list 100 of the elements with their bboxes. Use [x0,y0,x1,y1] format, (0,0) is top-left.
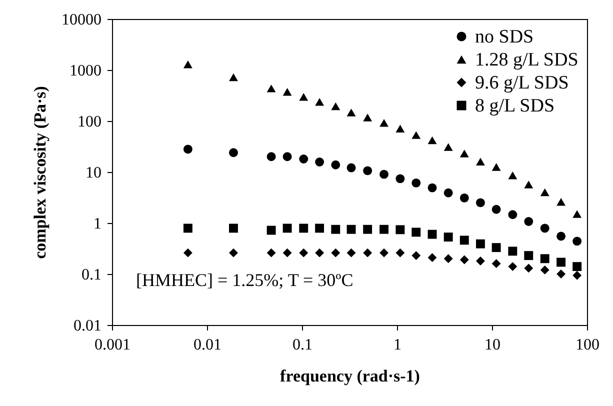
point [282,88,292,96]
point [428,183,437,192]
point [524,251,534,260]
point [315,98,324,106]
point [282,248,292,258]
point [556,270,566,278]
point [460,236,469,245]
point [508,210,518,220]
point [460,255,469,264]
point [540,254,550,264]
point [476,256,485,266]
point [412,131,421,139]
point [396,124,405,132]
point [444,232,453,242]
y-tick-label: 1000 [70,62,102,80]
point [363,224,372,234]
point [331,248,340,258]
point [572,270,582,280]
point [556,258,566,267]
point [508,262,518,272]
point [346,163,356,172]
point [444,188,453,198]
point [331,160,340,170]
point [282,152,292,162]
point [363,114,372,122]
point [572,236,582,246]
point [540,265,550,274]
x-tick-label: 10 [484,336,500,354]
x-tick-label: 0.01 [194,336,222,354]
point [476,239,485,248]
point [299,224,308,233]
x-tick-label: 0.001 [94,336,130,354]
point [346,224,356,234]
point [315,248,324,258]
point [508,171,518,180]
point [444,254,453,264]
point [492,259,501,268]
point [492,243,501,252]
point [476,158,485,166]
point [524,217,534,226]
point [266,84,276,92]
point [299,93,308,101]
point [380,224,388,234]
y-tick-label: 10 [86,164,102,182]
x-tick-label: 0.1 [292,336,312,354]
point [380,118,388,127]
point [380,170,388,179]
point [346,108,356,116]
point [266,226,276,235]
point [524,180,534,188]
point [476,198,485,208]
point [396,225,405,234]
point [412,178,421,188]
y-tick-label: 10000 [62,12,102,28]
point [460,193,469,202]
point [380,248,388,258]
point [282,224,292,233]
point [428,253,437,262]
point [315,224,324,233]
point [508,246,518,256]
point [556,198,566,206]
legend-label: 9.6 g/L SDS [475,72,569,94]
legend-label: no SDS [475,26,534,48]
point [428,136,437,144]
point [460,150,469,158]
y-tick-label: 0.1 [82,266,102,284]
point [266,152,276,162]
point [572,210,582,218]
x-axis-title: frequency (rad·s-1) [280,366,420,386]
annotation: [HMHEC] = 1.25%; T = 30ºC [136,270,354,290]
point [572,262,582,272]
point [315,158,324,166]
point [331,102,340,110]
point [444,143,453,151]
point [524,264,534,273]
point [331,224,340,234]
point [396,248,405,258]
y-tick-label: 0.01 [74,318,102,334]
point [540,224,550,233]
point [266,248,276,258]
point [396,174,405,184]
point [412,228,421,237]
point [299,248,308,258]
y-axis-title: complex viscosity (Pa·s) [30,86,50,259]
point [540,188,550,196]
point [412,251,421,260]
point [363,248,372,258]
point [492,163,501,171]
legend-label: 1.28 g/L SDS [475,50,578,70]
point [299,154,308,164]
point [363,166,372,176]
point [428,230,437,239]
x-tick-label: 1 [394,336,402,354]
y-tick-label: 1 [94,216,102,232]
point [556,232,566,241]
y-tick-label: 100 [78,114,102,130]
point [346,248,356,258]
point [492,204,501,214]
legend-label: 8 g/L SDS [475,96,555,116]
x-tick-label: 100 [576,336,600,354]
